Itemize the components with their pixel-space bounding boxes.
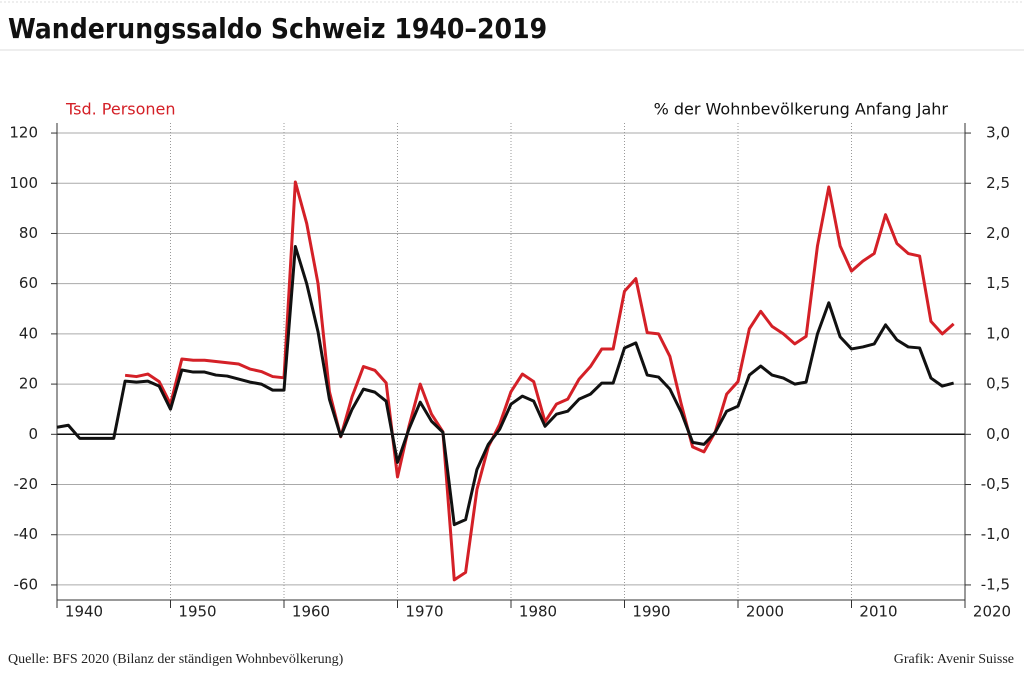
data-line bbox=[56, 245, 955, 527]
x-tick-label: 1940 bbox=[65, 603, 103, 621]
y-tick-label: 20 bbox=[19, 375, 38, 393]
y2-tick-label: 0,5 bbox=[986, 375, 1010, 393]
y-tick-label: 100 bbox=[9, 174, 38, 192]
source: Quelle: BFS 2020 (Bilanz der ständigen W… bbox=[8, 652, 344, 667]
x-tick-label: 1950 bbox=[178, 603, 216, 621]
data-line bbox=[124, 180, 955, 582]
y-tick-label: 80 bbox=[19, 224, 38, 242]
y-tick-label: -40 bbox=[14, 525, 39, 543]
credit: Grafik: Avenir Suisse bbox=[894, 652, 1014, 667]
x-tick-label: 1980 bbox=[519, 603, 557, 621]
y2-tick-label: 2,5 bbox=[986, 174, 1010, 192]
x-tick-label: 2010 bbox=[859, 603, 897, 621]
y2-tick-label: -0,5 bbox=[981, 475, 1010, 493]
chart-title: Wanderungssaldo Schweiz 1940–2019 bbox=[8, 12, 547, 45]
x-tick-label: 1970 bbox=[405, 603, 443, 621]
y2-tick-label: 1,5 bbox=[986, 274, 1010, 292]
x-tick-label: 1960 bbox=[292, 603, 330, 621]
y2-tick-label: 1,0 bbox=[986, 324, 1010, 342]
y-tick-label: -60 bbox=[14, 575, 39, 593]
y-tick-label: 0 bbox=[28, 425, 38, 443]
x-tick-label: 1990 bbox=[632, 603, 670, 621]
y2-tick-label: 2,0 bbox=[986, 224, 1010, 242]
y-tick-label: 120 bbox=[9, 124, 38, 142]
y2-tick-label: 0,0 bbox=[986, 425, 1010, 443]
x-tick-label: 2000 bbox=[746, 603, 784, 621]
y-tick-label: 40 bbox=[19, 324, 38, 342]
y2-tick-label: -1,0 bbox=[981, 525, 1010, 543]
y-axis-label: Tsd. Personen bbox=[65, 100, 176, 119]
y-tick-label: 60 bbox=[19, 274, 38, 292]
x-tick-label: 2020 bbox=[973, 603, 1011, 621]
y-tick-label: -20 bbox=[14, 475, 39, 493]
y2-axis-label: % der Wohnbevölkerung Anfang Jahr bbox=[654, 100, 949, 119]
y2-tick-label: -1,5 bbox=[981, 575, 1010, 593]
y2-tick-label: 3,0 bbox=[986, 124, 1010, 142]
